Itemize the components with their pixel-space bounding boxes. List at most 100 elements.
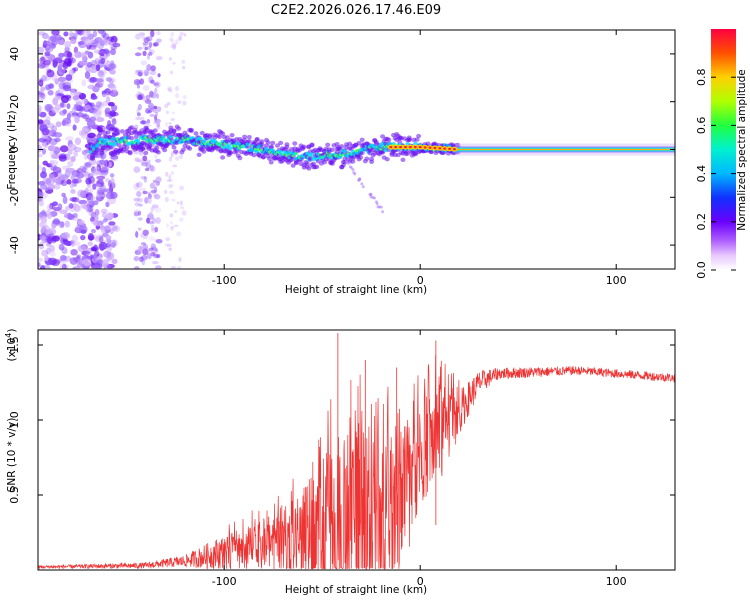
ridge-core	[453, 148, 456, 151]
snr-series-line	[38, 355, 675, 570]
noise-blob	[154, 248, 159, 252]
noise-blob	[68, 110, 78, 117]
noise-blob	[96, 175, 106, 180]
noise-blob	[38, 153, 44, 158]
noise-blob	[38, 78, 44, 86]
noise-blob	[110, 155, 119, 162]
spectrogram-y-tick-label: 20	[8, 95, 21, 109]
noise-blob	[111, 258, 118, 265]
noise-blob	[46, 204, 53, 211]
noise-blob	[143, 69, 150, 77]
noise-blob	[109, 173, 115, 178]
snr-y-multiplier-exp: 4	[4, 333, 13, 338]
noise-blob	[97, 77, 105, 85]
ridge-outer	[306, 166, 312, 171]
noise-blob	[151, 204, 159, 209]
snr-y-tick-label: 0.5	[8, 486, 21, 504]
noise-blob	[108, 221, 116, 226]
ridge-outer	[384, 157, 390, 162]
noise-blob	[57, 209, 67, 214]
noise-blob	[38, 257, 44, 262]
noise-blob	[150, 243, 156, 249]
noise-blob	[150, 30, 155, 38]
noise-blob	[168, 247, 172, 251]
noise-blob	[91, 170, 101, 176]
noise-blob	[155, 111, 159, 116]
feature-blob	[353, 172, 357, 176]
noise-blob	[153, 105, 158, 110]
noise-blob	[112, 42, 121, 48]
colorbar-tick-label: 0.2	[695, 213, 708, 231]
spectrogram-y-tick-label: 0	[8, 146, 21, 153]
noise-blob	[75, 172, 85, 179]
noise-blob	[48, 145, 57, 152]
ridge-outer	[386, 137, 392, 143]
noise-blob	[79, 259, 85, 265]
noise-blob	[60, 179, 68, 187]
noise-blob	[45, 115, 51, 123]
noise-blob	[109, 191, 118, 200]
ridge-outer	[416, 133, 422, 139]
noise-blob	[133, 166, 141, 174]
noise-blob	[90, 216, 95, 222]
noise-blob	[76, 254, 82, 260]
ridge-outer	[89, 156, 95, 161]
ridge-outer	[359, 137, 365, 142]
ridge-outer	[196, 152, 202, 158]
ridge-mid	[110, 136, 116, 141]
noise-blob	[137, 46, 143, 50]
noise-blob	[38, 62, 46, 69]
noise-blob	[64, 94, 72, 99]
ridge-core	[448, 147, 452, 151]
noise-blob	[168, 57, 172, 61]
noise-blob	[107, 102, 115, 107]
noise-blob	[67, 212, 72, 219]
noise-blob	[113, 239, 118, 247]
noise-blob	[90, 39, 98, 45]
noise-blob	[85, 30, 91, 35]
noise-blob	[65, 167, 75, 173]
noise-blob	[51, 219, 61, 225]
noise-blob	[147, 110, 152, 114]
feature-blob	[349, 166, 353, 170]
ridge-outer	[278, 140, 284, 146]
noise-blob	[49, 250, 56, 257]
noise-blob	[44, 47, 54, 53]
noise-blob	[170, 118, 175, 121]
noise-blob	[150, 224, 155, 231]
ridge-outer	[314, 164, 320, 170]
snr-frame	[37, 329, 676, 571]
noise-blob	[99, 159, 106, 165]
noise-blob	[171, 42, 177, 47]
noise-blob	[168, 190, 175, 195]
noise-blob	[95, 64, 101, 72]
noise-blob	[137, 227, 142, 231]
noise-blob	[144, 197, 149, 204]
noise-blob	[168, 184, 174, 188]
noise-blob	[72, 124, 77, 131]
noise-blob	[169, 156, 172, 162]
noise-blob	[147, 193, 152, 200]
ridge-inner	[186, 137, 190, 141]
ridge-outer	[301, 144, 307, 150]
noise-blob	[174, 86, 179, 92]
feature-blob	[369, 192, 373, 196]
noise-blob	[77, 219, 85, 226]
noise-blob	[53, 95, 62, 101]
noise-blob	[54, 78, 60, 85]
spectrogram-marks	[38, 30, 675, 269]
ridge-core	[389, 145, 393, 149]
noise-blob	[150, 65, 156, 72]
noise-blob	[151, 227, 158, 233]
ridge-outer	[180, 147, 186, 152]
noise-blob	[73, 241, 81, 246]
noise-blob	[40, 265, 46, 269]
noise-blob	[59, 221, 65, 228]
noise-blob	[46, 69, 55, 78]
noise-blob	[167, 87, 172, 92]
noise-blob	[143, 43, 147, 50]
noise-blob	[110, 48, 116, 56]
noise-blob	[101, 258, 109, 267]
noise-blob	[67, 143, 77, 151]
ridge-outer	[99, 150, 105, 156]
